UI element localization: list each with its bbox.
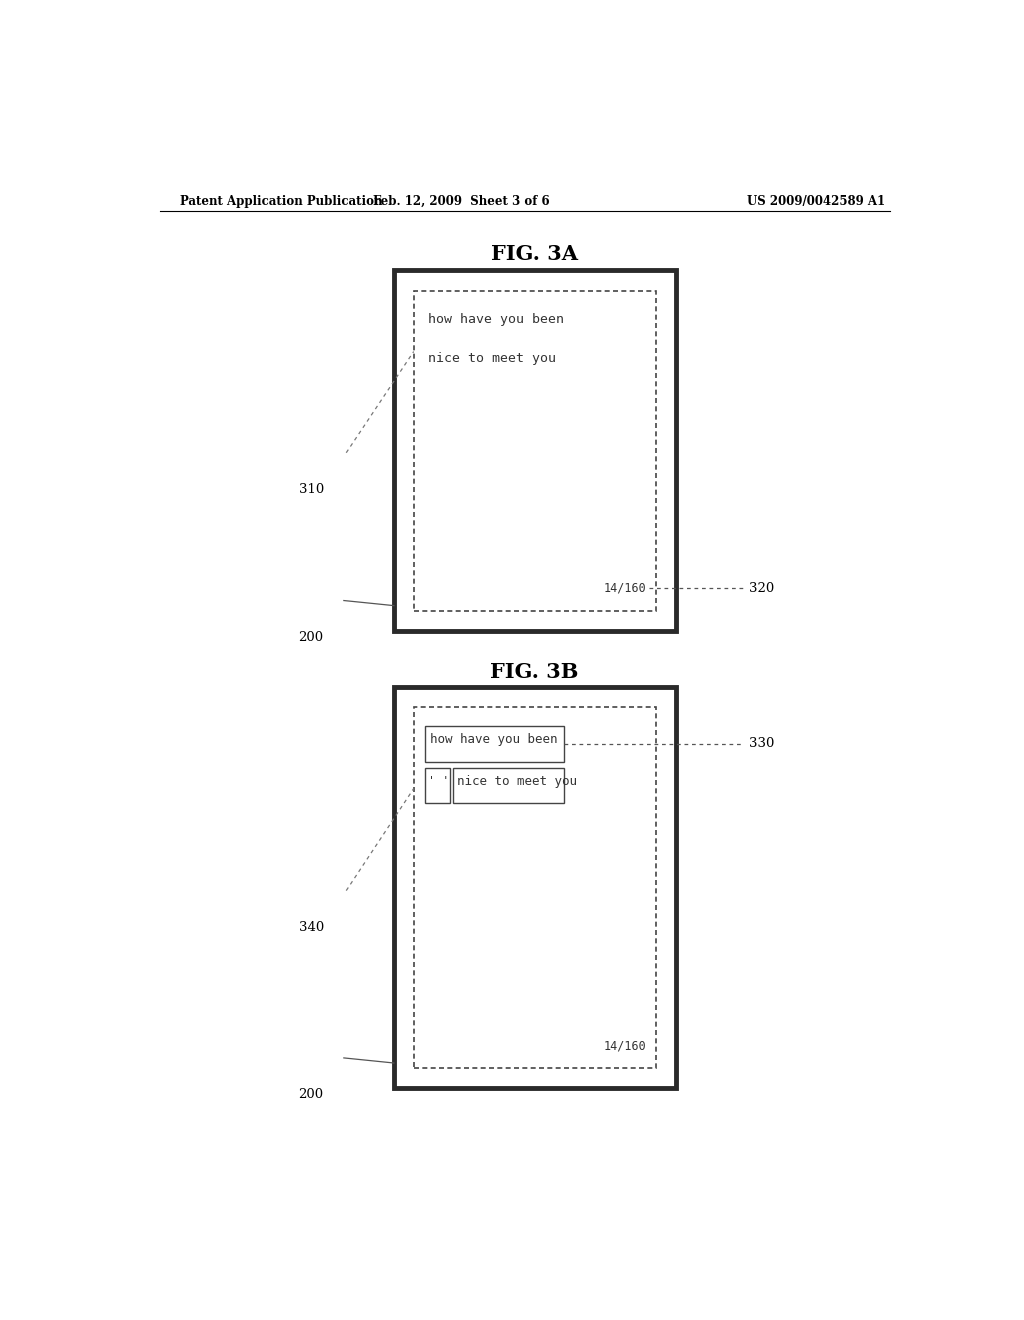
Text: 310: 310 [299,483,324,496]
Text: 14/160: 14/160 [603,582,646,595]
Text: nice to meet you: nice to meet you [458,775,578,788]
Bar [453,768,563,803]
Text: Feb. 12, 2009  Sheet 3 of 6: Feb. 12, 2009 Sheet 3 of 6 [373,194,550,207]
Bar [414,708,655,1068]
Text: 340: 340 [299,921,324,935]
Text: 14/160: 14/160 [603,1039,646,1052]
Text: 200: 200 [299,631,324,644]
Bar [425,768,451,803]
Bar [394,271,676,631]
Text: how have you been: how have you been [428,313,564,326]
Text: US 2009/0042589 A1: US 2009/0042589 A1 [748,194,885,207]
Text: nice to meet you: nice to meet you [428,351,556,364]
Bar [394,686,676,1089]
Text: FIG. 3A: FIG. 3A [490,244,578,264]
Bar [414,290,655,611]
Text: Patent Application Publication: Patent Application Publication [179,194,382,207]
Text: how have you been: how have you been [430,733,557,746]
Text: 200: 200 [299,1089,324,1101]
Text: ' ': ' ' [428,775,450,788]
Text: 330: 330 [750,738,775,750]
Text: FIG. 3B: FIG. 3B [490,661,579,681]
Text: 320: 320 [750,582,774,595]
Bar [425,726,563,762]
